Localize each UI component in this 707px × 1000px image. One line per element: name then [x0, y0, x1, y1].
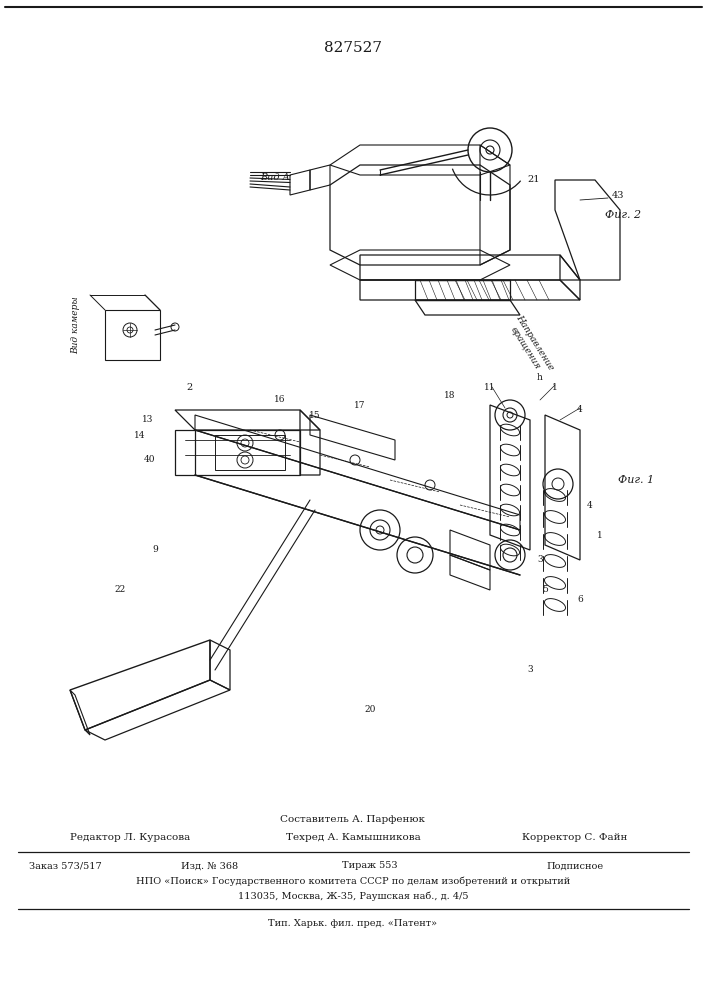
Text: Заказ 573/517: Заказ 573/517: [28, 861, 101, 870]
Text: Фиг. 1: Фиг. 1: [618, 475, 654, 485]
Text: 16: 16: [274, 395, 286, 404]
Text: Составитель А. Парфенюк: Составитель А. Парфенюк: [281, 816, 426, 824]
Text: 14: 14: [134, 430, 146, 440]
Text: 827527: 827527: [324, 41, 382, 55]
Text: Фиг. 2: Фиг. 2: [605, 210, 641, 220]
Text: Подписное: Подписное: [547, 861, 604, 870]
Text: 4: 4: [587, 500, 593, 510]
Text: 21: 21: [527, 176, 539, 184]
Text: Изд. № 368: Изд. № 368: [182, 861, 238, 870]
Text: 11: 11: [484, 383, 496, 392]
Text: Корректор С. Файн: Корректор С. Файн: [522, 834, 628, 842]
Text: 3: 3: [537, 556, 543, 564]
Text: Техред А. Камышникова: Техред А. Камышникова: [286, 834, 421, 842]
Text: 15: 15: [309, 410, 321, 420]
Text: НПО «Поиск» Государственного комитета СССР по делам изобретений и открытий: НПО «Поиск» Государственного комитета СС…: [136, 876, 570, 886]
Text: Редактор Л. Курасова: Редактор Л. Курасова: [70, 834, 190, 842]
Text: h: h: [537, 373, 543, 382]
Text: 17: 17: [354, 400, 366, 410]
Text: 20: 20: [364, 706, 375, 714]
Text: 1: 1: [597, 530, 603, 540]
Text: 9: 9: [152, 546, 158, 554]
Text: Вид камеры: Вид камеры: [71, 296, 80, 354]
Text: 6: 6: [577, 595, 583, 604]
Text: 43: 43: [612, 190, 624, 200]
Text: Тираж 553: Тираж 553: [342, 861, 398, 870]
Text: Направление
вращения: Направление вращения: [505, 313, 555, 377]
Text: 4: 4: [577, 406, 583, 414]
Text: 22: 22: [115, 585, 126, 594]
Text: 18: 18: [444, 390, 456, 399]
Text: 113035, Москва, Ж-35, Раушская наб., д. 4/5: 113035, Москва, Ж-35, Раушская наб., д. …: [238, 891, 468, 901]
Text: 3: 3: [527, 666, 533, 674]
Text: 13: 13: [142, 416, 153, 424]
Text: 40: 40: [144, 456, 156, 464]
Text: 5: 5: [542, 585, 548, 594]
Text: 1: 1: [552, 383, 558, 392]
Text: Вид A: Вид A: [260, 174, 290, 182]
Text: 2: 2: [187, 383, 193, 392]
Text: Тип. Харьк. фил. пред. «Патент»: Тип. Харьк. фил. пред. «Патент»: [269, 918, 438, 928]
